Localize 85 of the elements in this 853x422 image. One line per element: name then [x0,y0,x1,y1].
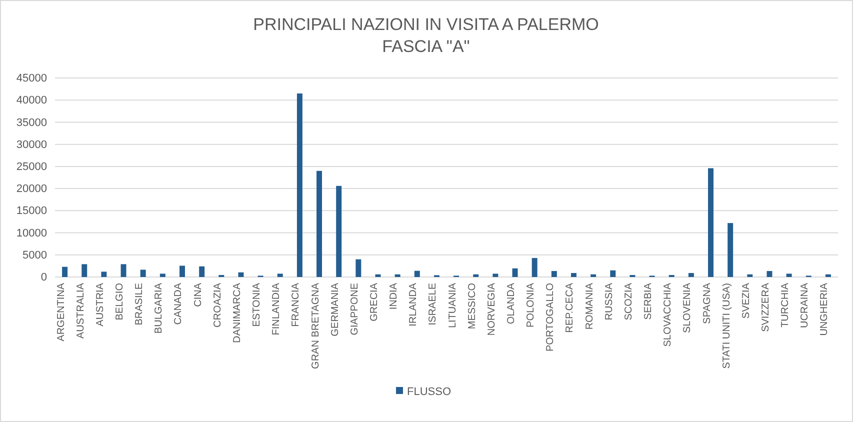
x-tick-label: BRASILE [134,282,146,326]
bar [62,266,68,277]
x-tick-label: PORTOGALLO [545,282,556,352]
bar [375,274,381,277]
bar [825,274,831,277]
bar [532,258,538,277]
y-tick-label: 45000 [16,72,47,85]
bar [590,274,596,277]
y-tick-label: 15000 [16,205,47,218]
bar [728,223,734,277]
x-tick-label: SERBIA [643,282,654,320]
bar [766,271,772,277]
bar [336,186,342,277]
x-tick-label: SCOZIA [623,282,634,320]
x-tick-label: SLOVENIA [682,282,694,334]
x-tick-label: SLOVACCHIA [662,282,674,347]
x-tick-label: RUSSIA [604,282,615,320]
x-tick-label: SVEZIA [740,282,752,319]
x-tick-label: DANIMARCA [232,282,243,344]
y-tick-label: 40000 [16,94,47,107]
x-tick-label: REP.CECA [564,282,576,333]
x-tick-label: SPAGNA [702,282,713,324]
x-tick-label: POLONIA [526,282,537,328]
x-tick-label: GERMANIA [330,282,341,336]
x-tick-label: AUSTRIA [94,282,106,326]
y-tick-label: 30000 [16,138,47,151]
x-tick-label: UCRAINA [800,282,811,328]
bar [747,274,753,277]
y-tick-label: 25000 [16,160,47,173]
bar [786,274,792,277]
bar [179,266,185,277]
x-tick-label: FRANCIA [290,282,302,327]
x-tick-label: BULGARIA [154,282,165,334]
y-tick-label: 5000 [22,249,47,262]
bar [140,270,146,277]
bar [316,170,322,277]
bar [708,168,714,277]
y-tick-label: 0 [40,272,47,284]
x-tick-label: CANADA [173,282,184,325]
x-tick-label: BELGIO [114,282,126,320]
x-tick-label: SVIZZERA [760,282,772,332]
y-tick-label: 20000 [16,183,47,196]
chart-subtitle: FASCIA "A" [382,37,470,56]
x-tick-label: IRLANDA [408,282,420,326]
x-tick-label: GRECIA [368,282,380,322]
bar [492,274,498,277]
y-tick-label: 35000 [16,116,47,129]
x-tick-label: GRAN BRETAGNA [310,282,322,369]
x-tick-label: STATI UNITI (USA) [721,283,732,369]
x-tick-label: TURCHIA [780,282,792,328]
x-tick-label: UNGHERIA [819,282,830,336]
bar [512,268,518,277]
x-tick-label: INDIA [388,282,400,310]
y-tick-label: 10000 [16,227,47,240]
x-tick-label: ESTONIA [252,282,263,327]
bar [356,259,362,277]
bar [82,264,88,277]
bar [473,274,479,277]
x-tick-label: CROAZIA [212,282,224,328]
x-tick-label: GIAPPONE [349,282,360,336]
bar [238,272,244,277]
legend-label: FLUSSO [407,386,452,398]
bar [101,272,107,277]
bar [414,270,420,277]
bar [551,271,557,277]
x-tick-label: OLANDA [506,282,518,324]
chart-title: PRINCIPALI NAZIONI IN VISITA A PALERMO [253,15,599,34]
bar [570,273,576,277]
bar [296,93,302,277]
x-tick-label: CINA [192,282,204,307]
x-tick-label: ROMANIA [584,282,596,330]
x-tick-label: AUSTRALIA [75,282,86,339]
x-tick-label: ARGENTINA [56,282,67,342]
bar [610,270,616,277]
bar [277,274,283,277]
x-tick-label: ISRAELE [428,282,439,326]
x-tick-label: NORVEGIA [486,282,498,336]
bar [160,274,166,277]
bar [120,264,126,277]
bar [199,266,205,277]
x-tick-label: LITUANIA [447,282,458,328]
x-tick-label: FINLANDIA [271,282,282,336]
bar [688,273,694,277]
x-tick-label: MESSICO [466,282,478,330]
bar [394,274,400,277]
